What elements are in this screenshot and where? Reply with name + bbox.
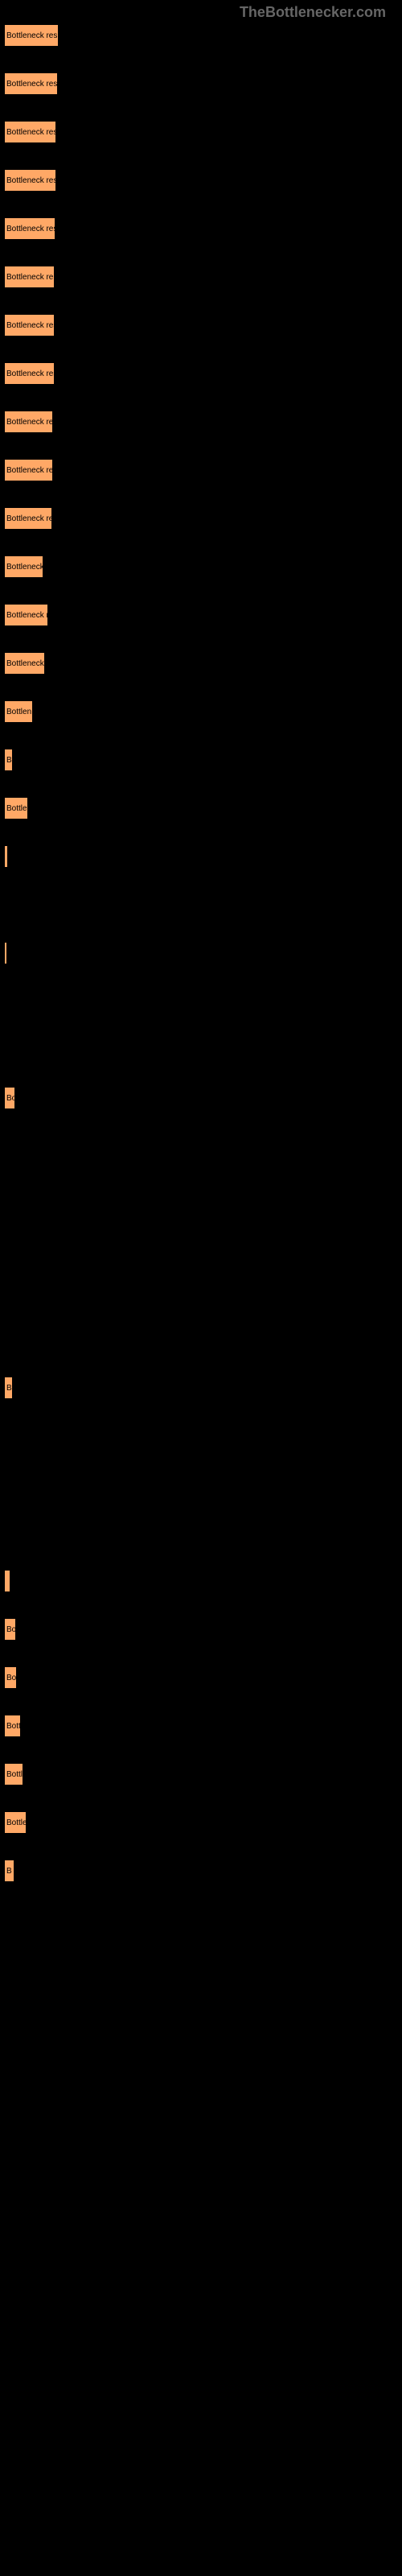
result-bar: Bottleneck re (4, 507, 52, 530)
bar-label: Bo (6, 1094, 15, 1103)
result-bar: Bottleneck res (4, 314, 55, 336)
bar-label: Bottleneck re (6, 418, 53, 427)
bar-label: Bottleneck resu (6, 128, 56, 137)
bar-label: Bottleneck r (6, 659, 45, 668)
result-bar: Bottleneck resu (4, 121, 56, 143)
result-bar: Bottleneck re (4, 266, 55, 288)
result-bar: Bottleneck re (4, 459, 53, 481)
bar-label: Bo (6, 1625, 16, 1634)
bar-label: Bottleneck (6, 563, 43, 572)
bar-label: Bottleneck res (6, 176, 56, 185)
bar-label: Bottleneck resu (6, 31, 59, 40)
result-bar: Bottle (4, 1811, 27, 1834)
result-bar: Bottleneck res (4, 217, 55, 240)
result-bar: Bottlen (4, 700, 33, 723)
result-bar: Bottleneck r (4, 652, 45, 675)
bar-label: Bottleneck res (6, 321, 55, 330)
result-bar: Bottleneck res (4, 169, 56, 192)
bar-label: B (6, 1867, 12, 1876)
bar-label: Bottleneck res (6, 369, 55, 378)
result-bar: B (4, 1860, 14, 1882)
result-bar: Bottleneck res (4, 362, 55, 385)
bar-label: Bottlen (6, 708, 31, 716)
bar-label: Bottleneck re (6, 466, 53, 475)
site-header: TheBottlenecker.com (240, 4, 386, 21)
bar-label: Bottleneck re (6, 514, 52, 523)
bar-label: Bottle (6, 1818, 27, 1827)
result-bar (4, 1570, 10, 1592)
result-bar: Bott (4, 1715, 21, 1737)
result-bar: B (4, 749, 13, 771)
result-bar: Bottleneck (4, 555, 43, 578)
result-bar: Bottleneck resu (4, 72, 58, 95)
result-bar: Bottl (4, 1763, 23, 1785)
result-bar: Bottle (4, 797, 28, 819)
bar-label: B (6, 756, 12, 765)
bar-label: Bo (6, 1674, 16, 1682)
bar-label: Bottleneck res (6, 225, 55, 233)
result-bar: Bo (4, 1618, 16, 1641)
bar-label: B (6, 1384, 12, 1393)
result-bar: Bottleneck r (4, 604, 48, 626)
bar-label: Bottl (6, 1770, 23, 1779)
result-bar: Bo (4, 1087, 15, 1109)
bar-label: Bottle (6, 804, 27, 813)
bar-label: Bottleneck re (6, 273, 53, 282)
bar-label: Bott (6, 1722, 21, 1731)
bar-label: Bottleneck resu (6, 80, 58, 89)
result-bar (4, 942, 7, 964)
result-bar (4, 845, 8, 868)
result-bar: Bottleneck re (4, 411, 53, 433)
result-bar: B (4, 1377, 13, 1399)
result-bar: Bo (4, 1666, 17, 1689)
bar-label: Bottleneck r (6, 611, 48, 620)
bars-container: Bottleneck resu Bottleneck resu Bottleneck… (4, 24, 59, 1908)
result-bar: Bottleneck resu (4, 24, 59, 47)
